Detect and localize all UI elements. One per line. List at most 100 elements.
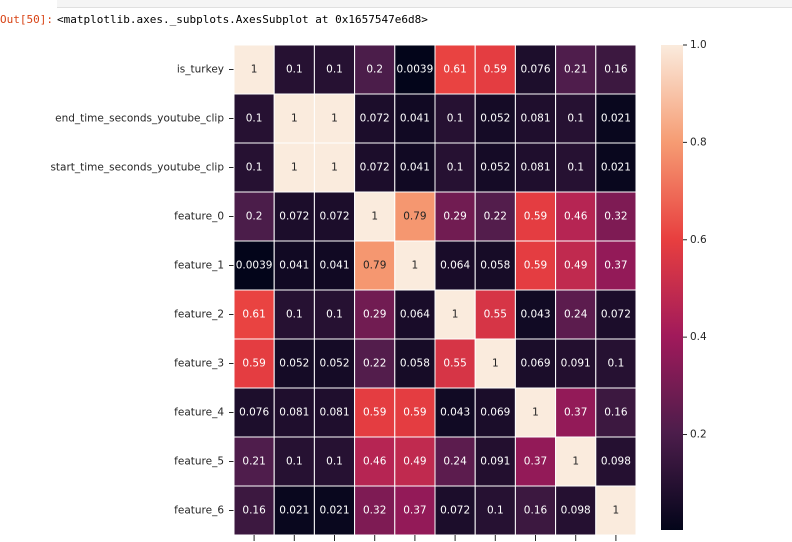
colorbar-tick-label: 0.8 <box>690 136 707 148</box>
cell-annotation: 1 <box>492 358 499 370</box>
cell-annotation: 1 <box>251 64 258 76</box>
heatmap-cell <box>394 436 436 487</box>
y-tick-label: feature_3 <box>174 358 224 370</box>
cell-annotation: 0.091 <box>480 456 510 468</box>
cell-annotation: 0.021 <box>601 113 631 125</box>
heatmap-cell <box>394 240 436 291</box>
cell-annotation: 0.59 <box>403 407 426 419</box>
heatmap-cell <box>474 485 516 536</box>
heatmap-cell <box>514 142 557 193</box>
cell-annotation: 0.021 <box>601 162 631 174</box>
heatmap-cell <box>233 44 275 95</box>
y-tick-label: feature_2 <box>174 309 224 321</box>
cell-annotation: 0.22 <box>363 358 386 370</box>
cell-annotation: 0.22 <box>484 211 507 223</box>
heatmap-cell <box>514 289 557 340</box>
cell-annotation: 0.16 <box>242 505 266 517</box>
heatmap-cell <box>313 93 356 144</box>
output-text: <matplotlib.axes._subplots.AxesSubplot a… <box>57 13 428 26</box>
heatmap-cell <box>595 93 637 144</box>
cell-annotation: 0.1 <box>567 113 584 125</box>
colorbar <box>661 45 683 530</box>
heatmap-cell <box>394 338 436 389</box>
cell-annotation: 0.59 <box>363 407 386 419</box>
heatmap-cell <box>595 338 637 389</box>
cell-annotation: 1 <box>371 211 378 223</box>
cell-annotation: 0.79 <box>363 260 386 272</box>
heatmap-cell <box>233 289 275 340</box>
cell-annotation: 0.052 <box>480 113 510 125</box>
heatmap-cell <box>514 436 557 487</box>
cell-annotation: 0.069 <box>520 358 550 370</box>
cell-annotation: 1 <box>572 456 579 468</box>
cell-annotation: 0.1 <box>608 358 625 370</box>
heatmap-cell <box>313 338 356 389</box>
heatmap-cell <box>394 387 436 438</box>
output-prompt: Out[50]: <box>0 13 53 26</box>
cell-annotation: 0.081 <box>279 407 309 419</box>
cell-annotation: 0.052 <box>319 358 349 370</box>
cell-annotation: 0.041 <box>400 162 430 174</box>
heatmap-cell <box>555 289 597 340</box>
cell-annotation: 0.32 <box>604 211 627 223</box>
heatmap-cell <box>273 436 315 487</box>
cell-annotation: 0.59 <box>524 260 547 272</box>
heatmap-cell <box>394 191 436 242</box>
cell-annotation: 0.37 <box>564 407 587 419</box>
heatmap-cell <box>354 93 396 144</box>
cell-annotation: 0.1 <box>286 456 303 468</box>
cell-annotation: 0.041 <box>400 113 430 125</box>
cell-annotation: 0.32 <box>363 505 386 517</box>
cell-annotation: 0.79 <box>403 211 426 223</box>
heatmap-cell <box>434 240 476 291</box>
heatmap-cell <box>394 289 436 340</box>
cell-annotation: 0.043 <box>440 407 470 419</box>
cell-annotation: 0.052 <box>279 358 309 370</box>
heatmap-cell <box>233 142 275 193</box>
heatmap-cell <box>595 191 637 242</box>
y-tick-label: feature_5 <box>174 456 224 468</box>
cell-annotation: 0.61 <box>443 64 466 76</box>
cell-annotation: 0.1 <box>246 162 263 174</box>
heatmap-cell <box>354 485 396 536</box>
cell-annotation: 0.076 <box>520 64 550 76</box>
heatmap-cell <box>354 289 396 340</box>
heatmap-cell <box>434 436 476 487</box>
heatmap-cell <box>233 93 275 144</box>
cell-annotation: 1 <box>412 260 419 272</box>
cell-annotation: 0.2 <box>366 64 383 76</box>
cell-annotation: 0.1 <box>567 162 584 174</box>
cell-annotation: 0.37 <box>524 456 547 468</box>
cell-annotation: 0.041 <box>319 260 349 272</box>
code-cell-edge <box>57 0 792 8</box>
cell-annotation: 0.043 <box>520 309 550 321</box>
cell-annotation: 1 <box>331 113 338 125</box>
heatmap-cell <box>233 338 275 389</box>
cell-annotation: 0.058 <box>400 358 430 370</box>
cell-annotation: 1 <box>291 162 298 174</box>
cell-annotation: 0.021 <box>319 505 349 517</box>
cell-annotation: 0.46 <box>564 211 588 223</box>
y-tick-label: feature_4 <box>174 407 224 419</box>
heatmap-cell <box>313 289 356 340</box>
y-tick-label: feature_6 <box>174 505 224 517</box>
cell-annotation: 0.1 <box>246 113 263 125</box>
heatmap-cell <box>595 44 637 95</box>
colorbar-tick-label: 0.2 <box>690 429 707 441</box>
cell-annotation: 0.076 <box>239 407 269 419</box>
heatmap-cell <box>514 191 557 242</box>
cell-annotation: 0.064 <box>400 309 430 321</box>
cell-annotation: 0.29 <box>443 211 466 223</box>
cell-annotation: 1 <box>613 505 620 517</box>
cell-annotation: 0.072 <box>319 211 349 223</box>
heatmap-cell <box>555 191 597 242</box>
y-tick-label: end_time_seconds_youtube_clip <box>55 113 224 125</box>
heatmap-cell <box>313 191 356 242</box>
cell-annotation: 0.16 <box>524 505 548 517</box>
cell-annotation: 0.0039 <box>236 260 273 272</box>
cell-annotation: 0.59 <box>242 358 265 370</box>
cell-annotation: 0.49 <box>564 260 587 272</box>
cell-annotation: 0.55 <box>443 358 466 370</box>
